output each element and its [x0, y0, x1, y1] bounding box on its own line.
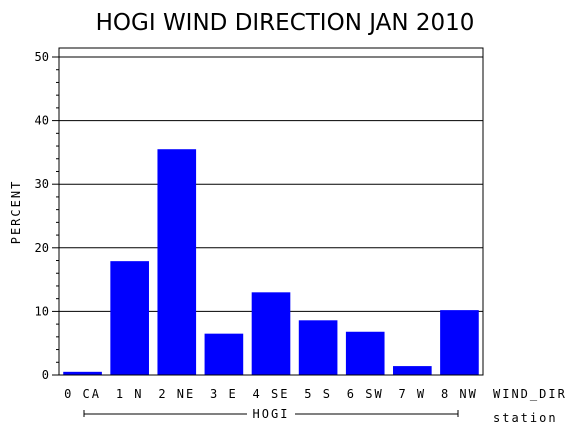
group-label: HOGI: [253, 407, 290, 421]
bar: [251, 292, 291, 375]
x-tick-label: 6 SW: [347, 387, 384, 401]
x-tick-label: 0 CA: [64, 387, 101, 401]
gridlines: [59, 56, 483, 312]
x-tick-label: 2 NE: [158, 387, 195, 401]
bar: [298, 320, 338, 375]
bars: [63, 149, 479, 375]
group-label-bg: [247, 406, 295, 420]
y-tick-label: 50: [35, 50, 49, 64]
plot-frame: [58, 47, 484, 376]
bar: [157, 149, 197, 375]
x-axis-label: WIND_DIR: [493, 387, 567, 401]
x-tick-label: 7 W: [398, 387, 426, 401]
x-tick-label: 8 NW: [441, 387, 478, 401]
chart-title: HOGI WIND DIRECTION JAN 2010: [96, 10, 475, 36]
bar: [204, 333, 244, 375]
y-axis: 0 10 20 30 40 50: [35, 50, 59, 382]
y-tick-label: 20: [35, 241, 49, 255]
x-tick-label: 1 N: [116, 387, 144, 401]
y-tick-label: 30: [35, 177, 49, 191]
x-tick-label: 3 E: [210, 387, 238, 401]
y-tick-label: 40: [35, 114, 49, 128]
y-tick-label: 10: [35, 304, 49, 318]
bar: [345, 331, 385, 375]
x-tick-label: 4 SE: [253, 387, 290, 401]
y-axis-label: PERCENT: [9, 180, 23, 245]
bar: [63, 371, 102, 375]
x-tick-label: 5 S: [304, 387, 332, 401]
bar: [440, 310, 479, 375]
y-tick-label: 0: [42, 368, 49, 382]
bar: [393, 366, 432, 375]
x-axis-tick-labels: 0 CA 1 N 2 NE 3 E 4 SE 5 S 6 SW 7 W 8 NW: [64, 387, 478, 401]
group-axis-label: station: [493, 411, 558, 425]
bar: [110, 261, 149, 375]
